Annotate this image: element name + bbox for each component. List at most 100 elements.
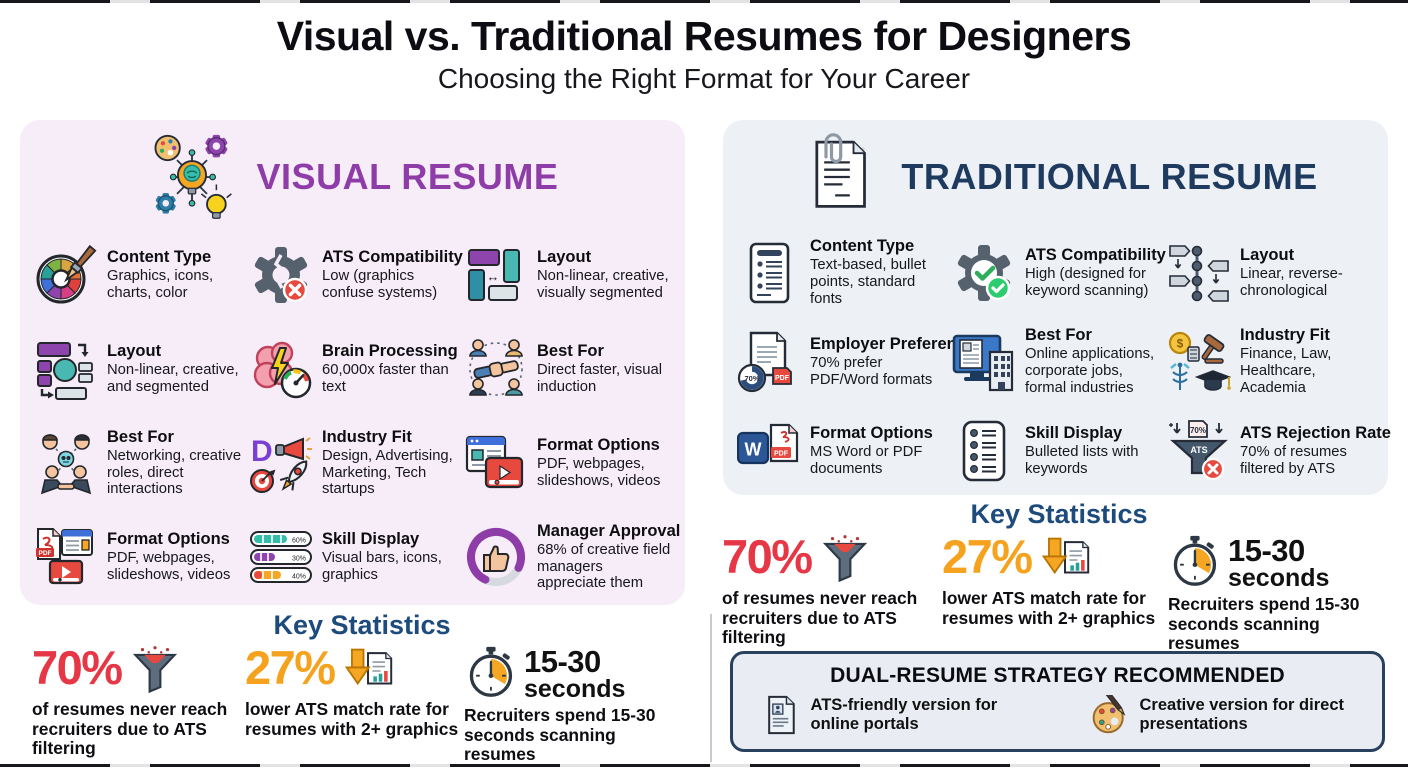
dual-strategy-item-ats: ATS-friendly version for online portals	[761, 695, 1026, 735]
feature-desc: High (designed for keyword scanning)	[1025, 265, 1149, 299]
stat-scan-time: 15-30 seconds Recruiters spend 15-30 sec…	[1168, 535, 1396, 654]
dual-strategy-title: DUAL-RESUME STRATEGY RECOMMENDED	[830, 664, 1285, 687]
stat-desc: of resumes never reach recruiters due to…	[32, 699, 228, 759]
traditional-item-skill-display: Skill Display Bulleted lists with keywor…	[948, 406, 1163, 495]
feature-title: ATS Rejection Rate	[1240, 423, 1391, 442]
gear-check-icon	[951, 240, 1017, 306]
down-arrow-document-icon	[1041, 537, 1089, 575]
bottom-edge-line	[0, 764, 1408, 767]
palette-icon	[1092, 695, 1125, 734]
stat-value: 27%	[942, 530, 1033, 583]
visual-item-skill-display: 60% 30% 40% Skill Display Visual bars, i…	[245, 510, 460, 604]
document-bullets-icon	[736, 240, 802, 306]
document-70-percent-pdf-icon: 70% PDF	[736, 329, 802, 395]
traditional-resume-document-icon	[815, 133, 867, 208]
feature-title: Content Type	[107, 248, 212, 267]
page-title: Visual vs. Traditional Resumes for Desig…	[276, 13, 1132, 59]
bulleted-list-icon	[951, 418, 1017, 484]
stat-value: 70%	[722, 530, 813, 583]
funnel-icon	[132, 646, 177, 694]
feature-title: Industry Fit	[1240, 326, 1330, 345]
svg-text:PDF: PDF	[775, 375, 790, 382]
svg-text:$: $	[1177, 336, 1184, 350]
feature-title: Manager Approval	[537, 521, 681, 540]
key-statistics-heading: Key Statistics	[273, 610, 451, 640]
feature-title: Content Type	[810, 237, 915, 256]
traditional-item-ats-rejection: 70% ATS ATS Rejection Rate 70% of resume…	[1163, 406, 1391, 495]
svg-text:D: D	[251, 435, 273, 468]
header: Visual vs. Traditional Resumes for Desig…	[0, 13, 1408, 95]
word-pdf-icon: W PDF	[736, 418, 802, 484]
thumbs-up-ring-icon	[463, 524, 529, 590]
feature-title: Format Options	[537, 436, 660, 455]
feature-desc: MS Word or PDF documents	[810, 443, 923, 477]
ats-document-icon	[767, 695, 795, 735]
stat-ats-filtering: 70% of resumes never reach recruiters du…	[722, 530, 930, 654]
visual-item-industry-fit: D Industry Fit Design, Advertisi	[245, 416, 460, 510]
stat-desc: Recruiters spend 15-30 seconds scanning …	[464, 705, 656, 765]
feature-title: Brain Processing	[322, 342, 458, 361]
stat-desc: of resumes never reach recruiters due to…	[722, 588, 918, 648]
visual-item-ats-compatibility: ATS Compatibility Low (graphics confuse …	[245, 228, 463, 322]
segmented-layout-blocks-icon: ↔	[463, 242, 529, 308]
dual-resume-strategy-box: DUAL-RESUME STRATEGY RECOMMENDED ATS-fri…	[730, 651, 1385, 752]
stat-value: 70%	[32, 641, 123, 694]
traditional-item-content-type: Content Type Text-based, bullet points, …	[733, 228, 948, 317]
traditional-item-best-for: Best For Online applications, corporate …	[948, 317, 1163, 406]
traditional-panel-title: TRADITIONAL RESUME	[901, 156, 1318, 197]
brain-lightning-gauge-icon	[248, 336, 314, 402]
handshake-people-circle-icon	[463, 336, 529, 402]
svg-text:ATS: ATS	[1190, 445, 1207, 455]
down-arrow-document-icon	[344, 648, 392, 686]
top-edge-line	[0, 0, 1408, 3]
feature-desc: Non-linear, creative, visually segmented	[537, 268, 669, 302]
visual-item-manager-approval: Manager Approval 68% of creative field m…	[460, 510, 681, 604]
timeline-icon	[1166, 240, 1232, 306]
feature-title: Skill Display	[1025, 423, 1123, 442]
stat-ats-match: 27% lower ATS match rate for resumes wit…	[245, 644, 459, 765]
networking-people-icon	[33, 430, 99, 496]
stat-value: 15-30	[524, 644, 601, 679]
broken-gear-x-icon	[248, 242, 314, 308]
traditional-item-employer-preference: 70% PDF Employer Preference 70% prefer P…	[733, 317, 976, 406]
skill-bars-icon: 60% 30% 40%	[248, 524, 314, 590]
visual-item-brain-processing: Brain Processing 60,000x faster than tex…	[245, 322, 460, 416]
traditional-item-ats-compatibility: ATS Compatibility High (designed for key…	[948, 228, 1166, 317]
page-subtitle: Choosing the Right Format for Your Caree…	[437, 63, 971, 95]
visual-panel-header: VISUAL RESUME	[20, 120, 685, 228]
feature-desc: Design, Advertising, Marketing, Tech sta…	[322, 447, 453, 498]
svg-text:70%: 70%	[1190, 426, 1206, 435]
dual-strategy-item-creative: Creative version for direct presentation…	[1090, 695, 1355, 735]
visual-feature-grid: Content Type Graphics, icons, charts, co…	[20, 228, 685, 604]
feature-desc: PDF, webpages, slideshows, videos	[537, 456, 661, 490]
feature-desc: Graphics, icons, charts, color	[107, 268, 214, 302]
design-megaphone-target-rocket-icon: D	[248, 430, 314, 496]
stat-desc: lower ATS match rate for resumes with 2+…	[245, 699, 459, 739]
feature-desc: Visual bars, icons, graphics	[322, 550, 442, 584]
dual-strategy-text: ATS-friendly version for online portals	[810, 696, 998, 733]
key-statistics-right: Key Statistics 70% of resumes never reac…	[714, 499, 1404, 654]
feature-title: Employer Preference	[810, 334, 976, 353]
visual-item-best-for: Best For Direct faster, visual induction	[460, 322, 675, 416]
visual-item-content-type: Content Type Graphics, icons, charts, co…	[30, 228, 245, 322]
svg-text:PDF: PDF	[39, 550, 52, 557]
visual-panel-title: VISUAL RESUME	[256, 156, 559, 197]
feature-desc: Non-linear, creative, and segmented	[107, 362, 239, 396]
stat-unit: seconds	[1228, 564, 1330, 592]
visual-item-layout: ↔ Layout Non-linear, creative, visually …	[460, 228, 675, 322]
svg-text:W: W	[745, 439, 762, 459]
svg-text:30%: 30%	[292, 556, 306, 563]
traditional-resume-panel: TRADITIONAL RESUME Content Type Text-bas…	[723, 120, 1391, 495]
visual-item-format-options: Format Options PDF, webpages, slideshows…	[460, 416, 675, 510]
stat-ats-match: 27% lower ATS match rate for resumes wit…	[942, 530, 1156, 654]
visual-resume-panel: VISUAL RESUME	[20, 120, 685, 605]
finance-law-healthcare-academia-icon: $	[1166, 329, 1232, 395]
feature-desc: 70% of resumes filtered by ATS	[1240, 443, 1347, 477]
feature-desc: Direct faster, visual induction	[537, 362, 662, 396]
feature-desc: Linear, reverse-chronological	[1240, 265, 1343, 299]
visual-resume-network-icon	[154, 134, 232, 219]
feature-desc: Finance, Law, Healthcare, Academia	[1240, 346, 1332, 396]
traditional-item-layout: Layout Linear, reverse-chronological	[1163, 228, 1378, 317]
funnel-icon	[822, 535, 867, 583]
feature-desc: 70% prefer PDF/Word formats	[810, 354, 933, 388]
